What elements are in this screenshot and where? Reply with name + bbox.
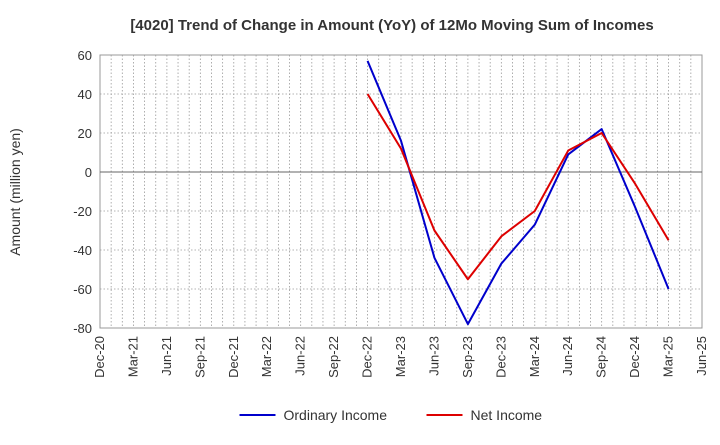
legend-label: Net Income xyxy=(471,407,543,423)
x-tick-label: Sep-23 xyxy=(460,336,475,378)
x-tick-label: Jun-24 xyxy=(560,336,575,376)
x-tick-label: Jun-23 xyxy=(426,336,441,376)
legend-label: Ordinary Income xyxy=(284,407,388,423)
x-tick-label: Jun-21 xyxy=(159,336,174,376)
series-line-ordinary-income xyxy=(366,60,670,326)
series-line-net-income xyxy=(366,93,670,281)
chart-title: [4020] Trend of Change in Amount (YoY) o… xyxy=(130,17,653,34)
x-tick-label: Mar-22 xyxy=(259,336,274,377)
y-tick-label: 20 xyxy=(78,126,92,141)
x-tick-label: Sep-21 xyxy=(192,336,207,378)
x-tick-label: Dec-21 xyxy=(226,336,241,378)
series-layer xyxy=(366,60,670,326)
y-tick-label: 40 xyxy=(78,87,92,102)
x-tick-label: Dec-22 xyxy=(360,336,375,378)
x-tick-label: Dec-20 xyxy=(92,336,107,378)
x-tick-label: Jun-22 xyxy=(293,336,308,376)
y-tick-label: -20 xyxy=(73,204,92,219)
x-tick-label: Dec-24 xyxy=(627,336,642,378)
x-tick-label: Mar-23 xyxy=(393,336,408,377)
y-tick-label: -80 xyxy=(73,321,92,336)
y-tick-label: 0 xyxy=(85,165,92,180)
y-axis-label: Amount (million yen) xyxy=(7,128,23,256)
x-tick-label: Sep-24 xyxy=(594,336,609,378)
grid-layer xyxy=(99,54,703,329)
x-tick-label: Dec-23 xyxy=(493,336,508,378)
x-tick-label: Mar-25 xyxy=(661,336,676,377)
x-tick-label: Mar-21 xyxy=(125,336,140,377)
y-tick-label: -60 xyxy=(73,282,92,297)
x-tick-label: Sep-22 xyxy=(326,336,341,378)
x-tick-label: Mar-24 xyxy=(527,336,542,377)
x-tick-label: Jun-25 xyxy=(694,336,709,376)
y-tick-label: 60 xyxy=(78,48,92,63)
legend: Ordinary Income Net Income xyxy=(239,407,543,423)
y-tick-label: -40 xyxy=(73,243,92,258)
